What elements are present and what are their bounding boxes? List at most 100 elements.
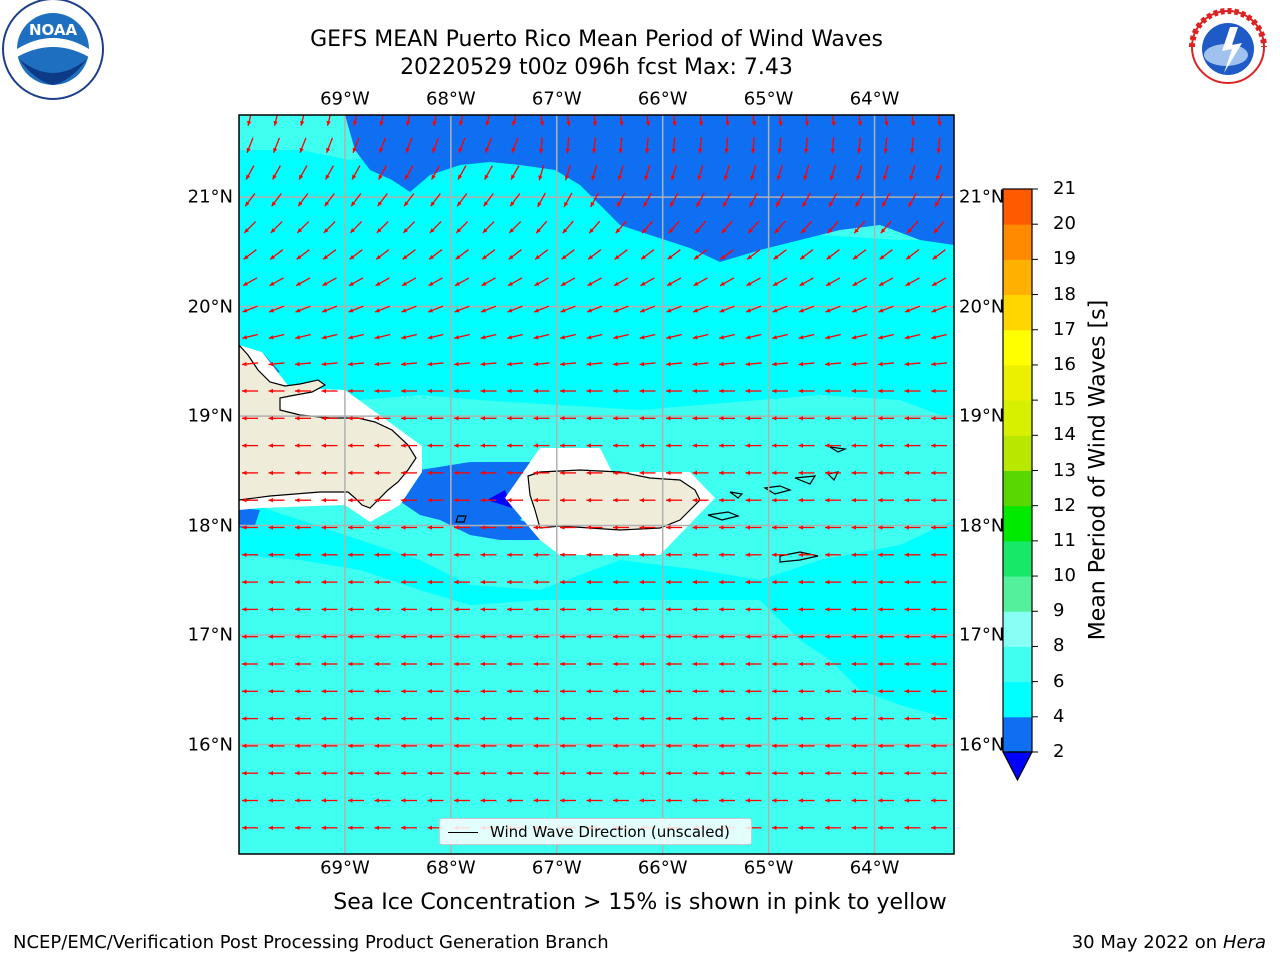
wave-direction-arrow — [856, 164, 863, 181]
wave-direction-arrow — [751, 137, 756, 154]
wave-direction-arrow — [559, 361, 577, 367]
lat-label-left: 17°N — [187, 624, 233, 646]
wave-direction-arrow — [374, 579, 391, 585]
wave-direction-arrow — [401, 579, 417, 585]
title-line-1: GEFS MEAN Puerto Rico Mean Period of Win… — [310, 27, 883, 52]
wave-direction-arrow — [722, 192, 732, 208]
wave-direction-arrow — [851, 388, 868, 394]
wave-direction-arrow — [427, 388, 444, 394]
wave-direction-arrow — [322, 277, 337, 287]
wave-direction-arrow — [904, 333, 921, 340]
wave-direction-arrow — [825, 607, 841, 612]
colorbar-segment — [1003, 224, 1032, 260]
wave-direction-arrow — [718, 361, 736, 367]
wave-direction-arrow — [347, 361, 365, 367]
wave-direction-arrow — [692, 634, 709, 639]
wave-direction-arrow — [851, 470, 868, 476]
wave-direction-arrow — [508, 249, 522, 260]
wave-direction-arrow — [351, 165, 361, 180]
colorbar-tick-label: 9 — [1053, 600, 1065, 622]
wave-direction-arrow — [427, 689, 444, 694]
wave-direction-arrow — [322, 249, 337, 260]
wave-direction-arrow — [242, 498, 258, 503]
wave-direction-arrow — [321, 416, 338, 421]
wave-direction-arrow — [268, 388, 285, 394]
wave-direction-arrow — [401, 798, 417, 803]
wave-direction-arrow — [772, 579, 788, 585]
wave-direction-arrow — [300, 115, 305, 126]
colorbar-segment — [1003, 470, 1032, 507]
wave-direction-arrow — [851, 661, 868, 667]
wave-direction-arrow — [878, 333, 894, 340]
lat-label-right: 20°N — [959, 296, 1005, 318]
land-virgin-islands — [455, 446, 848, 563]
wave-direction-arrow — [904, 416, 921, 421]
wave-direction-arrow — [825, 634, 841, 639]
noaa-logo-icon: NOAA — [2, 0, 104, 100]
wave-direction-arrow — [374, 333, 391, 340]
wave-direction-arrow — [825, 552, 841, 557]
wave-direction-arrow — [851, 579, 868, 585]
lon-label-top: 66°W — [637, 88, 688, 110]
wave-direction-arrow — [427, 305, 444, 313]
wave-direction-arrow — [798, 416, 815, 421]
wave-direction-arrow — [295, 771, 311, 776]
colorbar-segment — [1003, 716, 1032, 753]
wave-direction-arrow — [506, 361, 524, 367]
lon-label-bottom: 66°W — [637, 857, 688, 879]
wave-direction-arrow — [427, 416, 444, 421]
wave-direction-arrow — [403, 193, 415, 207]
wave-direction-arrow — [666, 498, 682, 503]
wave-direction-arrow — [772, 743, 788, 749]
wave-direction-arrow — [776, 164, 783, 181]
wave-direction-arrow — [401, 689, 417, 694]
wave-direction-arrow — [348, 689, 364, 694]
wave-direction-arrow — [613, 771, 629, 776]
wave-direction-arrow — [851, 443, 868, 448]
wave-direction-arrow — [851, 416, 868, 421]
wave-direction-arrow — [855, 192, 864, 208]
wave-direction-arrow — [427, 443, 444, 448]
wave-direction-arrow — [878, 470, 894, 476]
wave-direction-arrow — [884, 115, 889, 127]
wave-direction-arrow — [800, 220, 813, 234]
wave-direction-arrow — [268, 333, 285, 340]
wave-direction-arrow — [644, 164, 651, 181]
wave-direction-arrow — [772, 798, 788, 803]
wave-direction-arrow — [851, 305, 868, 313]
wave-direction-arrow — [878, 716, 894, 721]
colorbar-segment — [1003, 294, 1032, 331]
wave-direction-arrow — [507, 579, 523, 585]
wave-direction-arrow — [560, 552, 576, 557]
wave-direction-arrow — [613, 579, 629, 585]
wave-direction-arrow — [480, 716, 497, 721]
wave-direction-arrow — [692, 416, 709, 421]
wave-direction-arrow — [242, 579, 258, 585]
wave-direction-arrow — [692, 333, 709, 340]
wave-direction-arrow — [857, 115, 863, 127]
map-legend: Wind Wave Direction (unscaled) — [439, 818, 752, 845]
wave-direction-arrow — [349, 221, 363, 234]
wave-direction-arrow — [427, 743, 444, 749]
wave-direction-arrow — [268, 443, 285, 448]
lat-label-left: 16°N — [187, 734, 233, 756]
colorbar-tick-label: 10 — [1053, 565, 1076, 587]
wave-direction-arrow — [507, 771, 523, 776]
wave-direction-arrow — [618, 137, 623, 154]
wave-direction-arrow — [719, 552, 735, 557]
lat-label-right: 18°N — [959, 515, 1005, 537]
wave-direction-arrow — [427, 552, 444, 557]
wave-direction-arrow — [271, 193, 282, 207]
wave-direction-arrow — [242, 689, 258, 694]
wave-direction-arrow — [401, 416, 417, 421]
wave-direction-arrow — [904, 525, 921, 530]
wave-direction-arrow — [374, 661, 391, 667]
wave-direction-arrow — [773, 249, 787, 260]
wave-direction-arrow — [454, 661, 470, 667]
wave-direction-arrow — [746, 277, 761, 287]
wave-direction-arrow — [348, 716, 364, 721]
wave-direction-arrow — [406, 115, 411, 126]
wave-direction-arrow — [353, 115, 358, 126]
wave-direction-arrow — [586, 470, 603, 476]
wave-direction-arrow — [295, 661, 311, 667]
